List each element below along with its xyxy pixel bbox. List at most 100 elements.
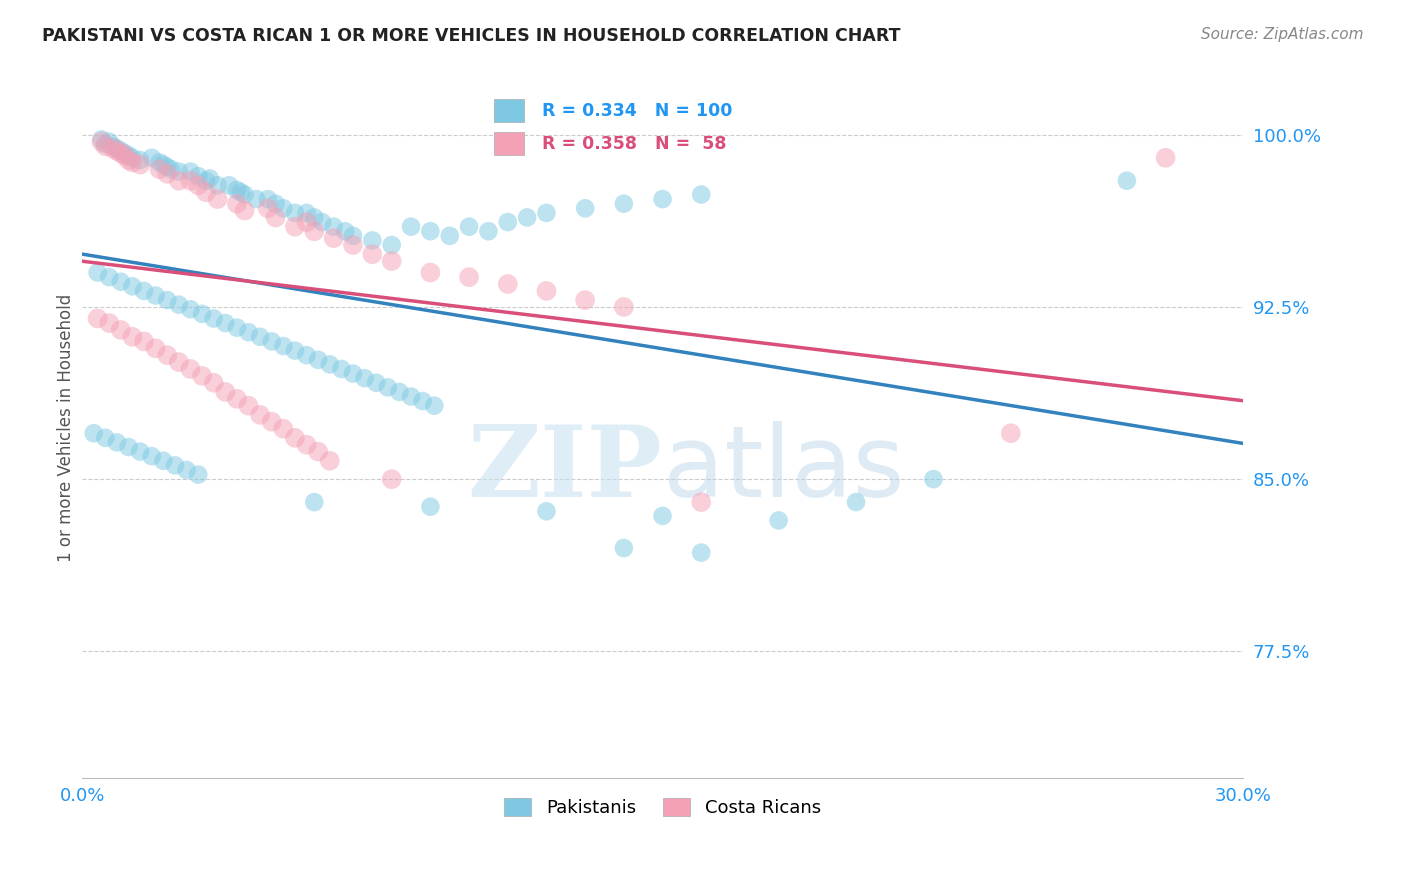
Point [132,284,155,298]
Point [307,444,329,458]
Point [105,144,128,158]
Point [145,341,167,355]
Point [187,178,209,193]
Point [304,495,326,509]
Point [207,192,229,206]
Point [129,153,152,167]
Point [86,311,108,326]
Point [496,277,519,291]
Point [152,454,174,468]
Point [163,458,186,473]
Point [86,266,108,280]
Point [322,219,344,234]
Point [574,202,596,216]
Point [132,334,155,349]
Point [284,431,307,445]
Point [419,500,441,514]
Point [496,215,519,229]
Point [94,139,117,153]
Point [121,151,143,165]
Point [458,270,481,285]
Point [1154,151,1177,165]
Point [319,357,342,371]
Text: atlas: atlas [662,421,904,518]
Point [148,155,170,169]
Point [1000,426,1022,441]
Point [198,171,221,186]
Point [260,334,283,349]
Point [129,158,152,172]
Point [295,206,318,220]
Point [117,148,139,162]
Point [117,440,139,454]
Point [845,495,868,509]
Text: PAKISTANI VS COSTA RICAN 1 OR MORE VEHICLES IN HOUSEHOLD CORRELATION CHART: PAKISTANI VS COSTA RICAN 1 OR MORE VEHIC… [42,27,901,45]
Y-axis label: 1 or more Vehicles in Household: 1 or more Vehicles in Household [58,293,75,562]
Point [98,135,121,149]
Point [110,275,132,289]
Point [257,202,280,216]
Point [264,211,287,225]
Point [399,219,422,234]
Point [194,185,217,199]
Point [114,148,136,162]
Point [419,224,441,238]
Point [179,362,201,376]
Point [361,247,384,261]
Point [101,139,124,153]
Point [419,266,441,280]
Point [94,431,117,445]
Point [167,298,190,312]
Point [176,463,198,477]
Point [179,174,201,188]
Point [381,238,404,252]
Point [353,371,375,385]
Point [613,300,636,314]
Point [690,546,713,560]
Point [412,394,434,409]
Point [191,368,214,383]
Point [377,380,399,394]
Point [129,444,152,458]
Point [295,438,318,452]
Point [202,311,225,326]
Point [98,316,121,330]
Point [167,355,190,369]
Point [304,211,326,225]
Point [361,234,384,248]
Point [399,390,422,404]
Point [613,541,636,555]
Point [179,302,201,317]
Point [366,376,388,390]
Point [121,330,143,344]
Point [187,169,209,183]
Point [342,238,364,252]
Point [423,399,446,413]
Point [156,348,179,362]
Point [225,183,247,197]
Point [202,376,225,390]
Point [214,384,236,399]
Point [238,325,260,339]
Point [260,415,283,429]
Point [307,352,329,367]
Point [194,174,217,188]
Point [156,160,179,174]
Point [295,348,318,362]
Point [167,164,190,178]
Point [335,224,357,238]
Point [613,196,636,211]
Point [284,343,307,358]
Point [311,215,333,229]
Point [319,454,342,468]
Point [249,408,271,422]
Point [121,279,143,293]
Point [516,211,538,225]
Point [94,136,117,151]
Point [141,151,163,165]
Point [1115,174,1137,188]
Point [114,146,136,161]
Point [160,162,183,177]
Point [249,330,271,344]
Point [536,206,558,220]
